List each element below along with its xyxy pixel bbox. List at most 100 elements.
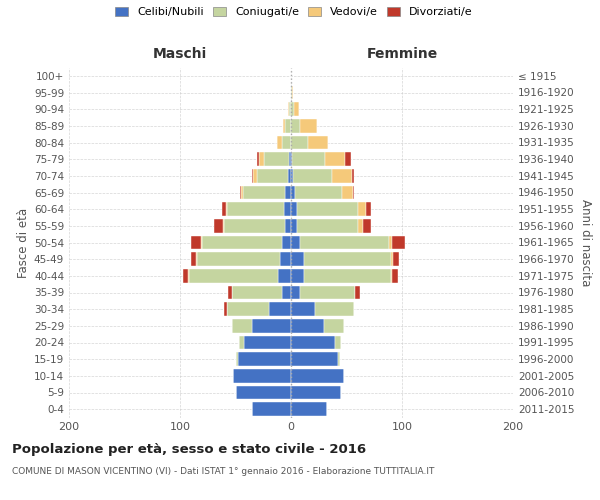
- Bar: [325, 152, 346, 166]
- Bar: [214, 219, 223, 232]
- Bar: [252, 169, 253, 182]
- Bar: [291, 102, 295, 116]
- Text: Popolazione per età, sesso e stato civile - 2016: Popolazione per età, sesso e stato civil…: [12, 442, 366, 456]
- Bar: [353, 186, 354, 200]
- Bar: [325, 319, 344, 332]
- Bar: [289, 102, 291, 116]
- Bar: [228, 286, 232, 300]
- Bar: [291, 219, 296, 232]
- Bar: [278, 269, 291, 282]
- Bar: [269, 302, 291, 316]
- Bar: [300, 286, 355, 300]
- Bar: [355, 286, 360, 300]
- Bar: [238, 352, 291, 366]
- Bar: [291, 186, 295, 200]
- Bar: [282, 236, 291, 250]
- Bar: [304, 269, 391, 282]
- Bar: [244, 336, 291, 349]
- Bar: [224, 219, 286, 232]
- Bar: [346, 152, 351, 166]
- Bar: [197, 252, 280, 266]
- Bar: [291, 252, 304, 266]
- Bar: [241, 186, 243, 200]
- Bar: [257, 169, 287, 182]
- Bar: [201, 236, 202, 250]
- Bar: [392, 269, 398, 282]
- Bar: [291, 236, 300, 250]
- Bar: [282, 286, 291, 300]
- Bar: [286, 119, 291, 132]
- Bar: [391, 269, 392, 282]
- Bar: [358, 202, 367, 216]
- Bar: [232, 286, 282, 300]
- Bar: [235, 386, 291, 400]
- Bar: [292, 86, 293, 100]
- Bar: [316, 302, 354, 316]
- Bar: [189, 269, 278, 282]
- Bar: [226, 202, 227, 216]
- Bar: [188, 269, 189, 282]
- Bar: [235, 352, 238, 366]
- Bar: [295, 186, 342, 200]
- Bar: [291, 136, 308, 149]
- Bar: [287, 102, 289, 116]
- Bar: [243, 186, 286, 200]
- Bar: [239, 336, 244, 349]
- Bar: [291, 319, 325, 332]
- Bar: [291, 86, 292, 100]
- Bar: [196, 252, 197, 266]
- Bar: [291, 286, 300, 300]
- Bar: [392, 236, 406, 250]
- Bar: [259, 152, 265, 166]
- Bar: [291, 352, 338, 366]
- Bar: [342, 186, 353, 200]
- Bar: [289, 152, 291, 166]
- Bar: [283, 119, 286, 132]
- Bar: [222, 202, 226, 216]
- Bar: [300, 119, 317, 132]
- Bar: [292, 152, 325, 166]
- Bar: [296, 202, 358, 216]
- Bar: [227, 202, 284, 216]
- Bar: [286, 186, 291, 200]
- Bar: [202, 236, 282, 250]
- Bar: [393, 252, 398, 266]
- Text: Femmine: Femmine: [367, 47, 437, 61]
- Bar: [293, 169, 332, 182]
- Bar: [352, 169, 354, 182]
- Bar: [295, 102, 299, 116]
- Bar: [282, 136, 291, 149]
- Bar: [232, 319, 252, 332]
- Bar: [308, 136, 328, 149]
- Bar: [291, 152, 292, 166]
- Bar: [257, 152, 259, 166]
- Bar: [223, 219, 224, 232]
- Bar: [291, 202, 296, 216]
- Bar: [291, 369, 344, 382]
- Bar: [233, 369, 291, 382]
- Bar: [284, 202, 291, 216]
- Bar: [286, 219, 291, 232]
- Bar: [252, 319, 291, 332]
- Bar: [291, 336, 335, 349]
- Bar: [291, 269, 304, 282]
- Bar: [304, 252, 391, 266]
- Bar: [389, 236, 392, 250]
- Bar: [363, 219, 371, 232]
- Bar: [287, 169, 291, 182]
- Bar: [224, 302, 227, 316]
- Bar: [240, 186, 241, 200]
- Bar: [227, 302, 269, 316]
- Bar: [253, 169, 257, 182]
- Bar: [277, 136, 282, 149]
- Bar: [265, 152, 289, 166]
- Bar: [332, 169, 352, 182]
- Bar: [184, 269, 188, 282]
- Bar: [296, 219, 358, 232]
- Bar: [391, 252, 393, 266]
- Text: Maschi: Maschi: [153, 47, 207, 61]
- Bar: [191, 252, 196, 266]
- Bar: [338, 352, 340, 366]
- Bar: [280, 252, 291, 266]
- Bar: [300, 236, 389, 250]
